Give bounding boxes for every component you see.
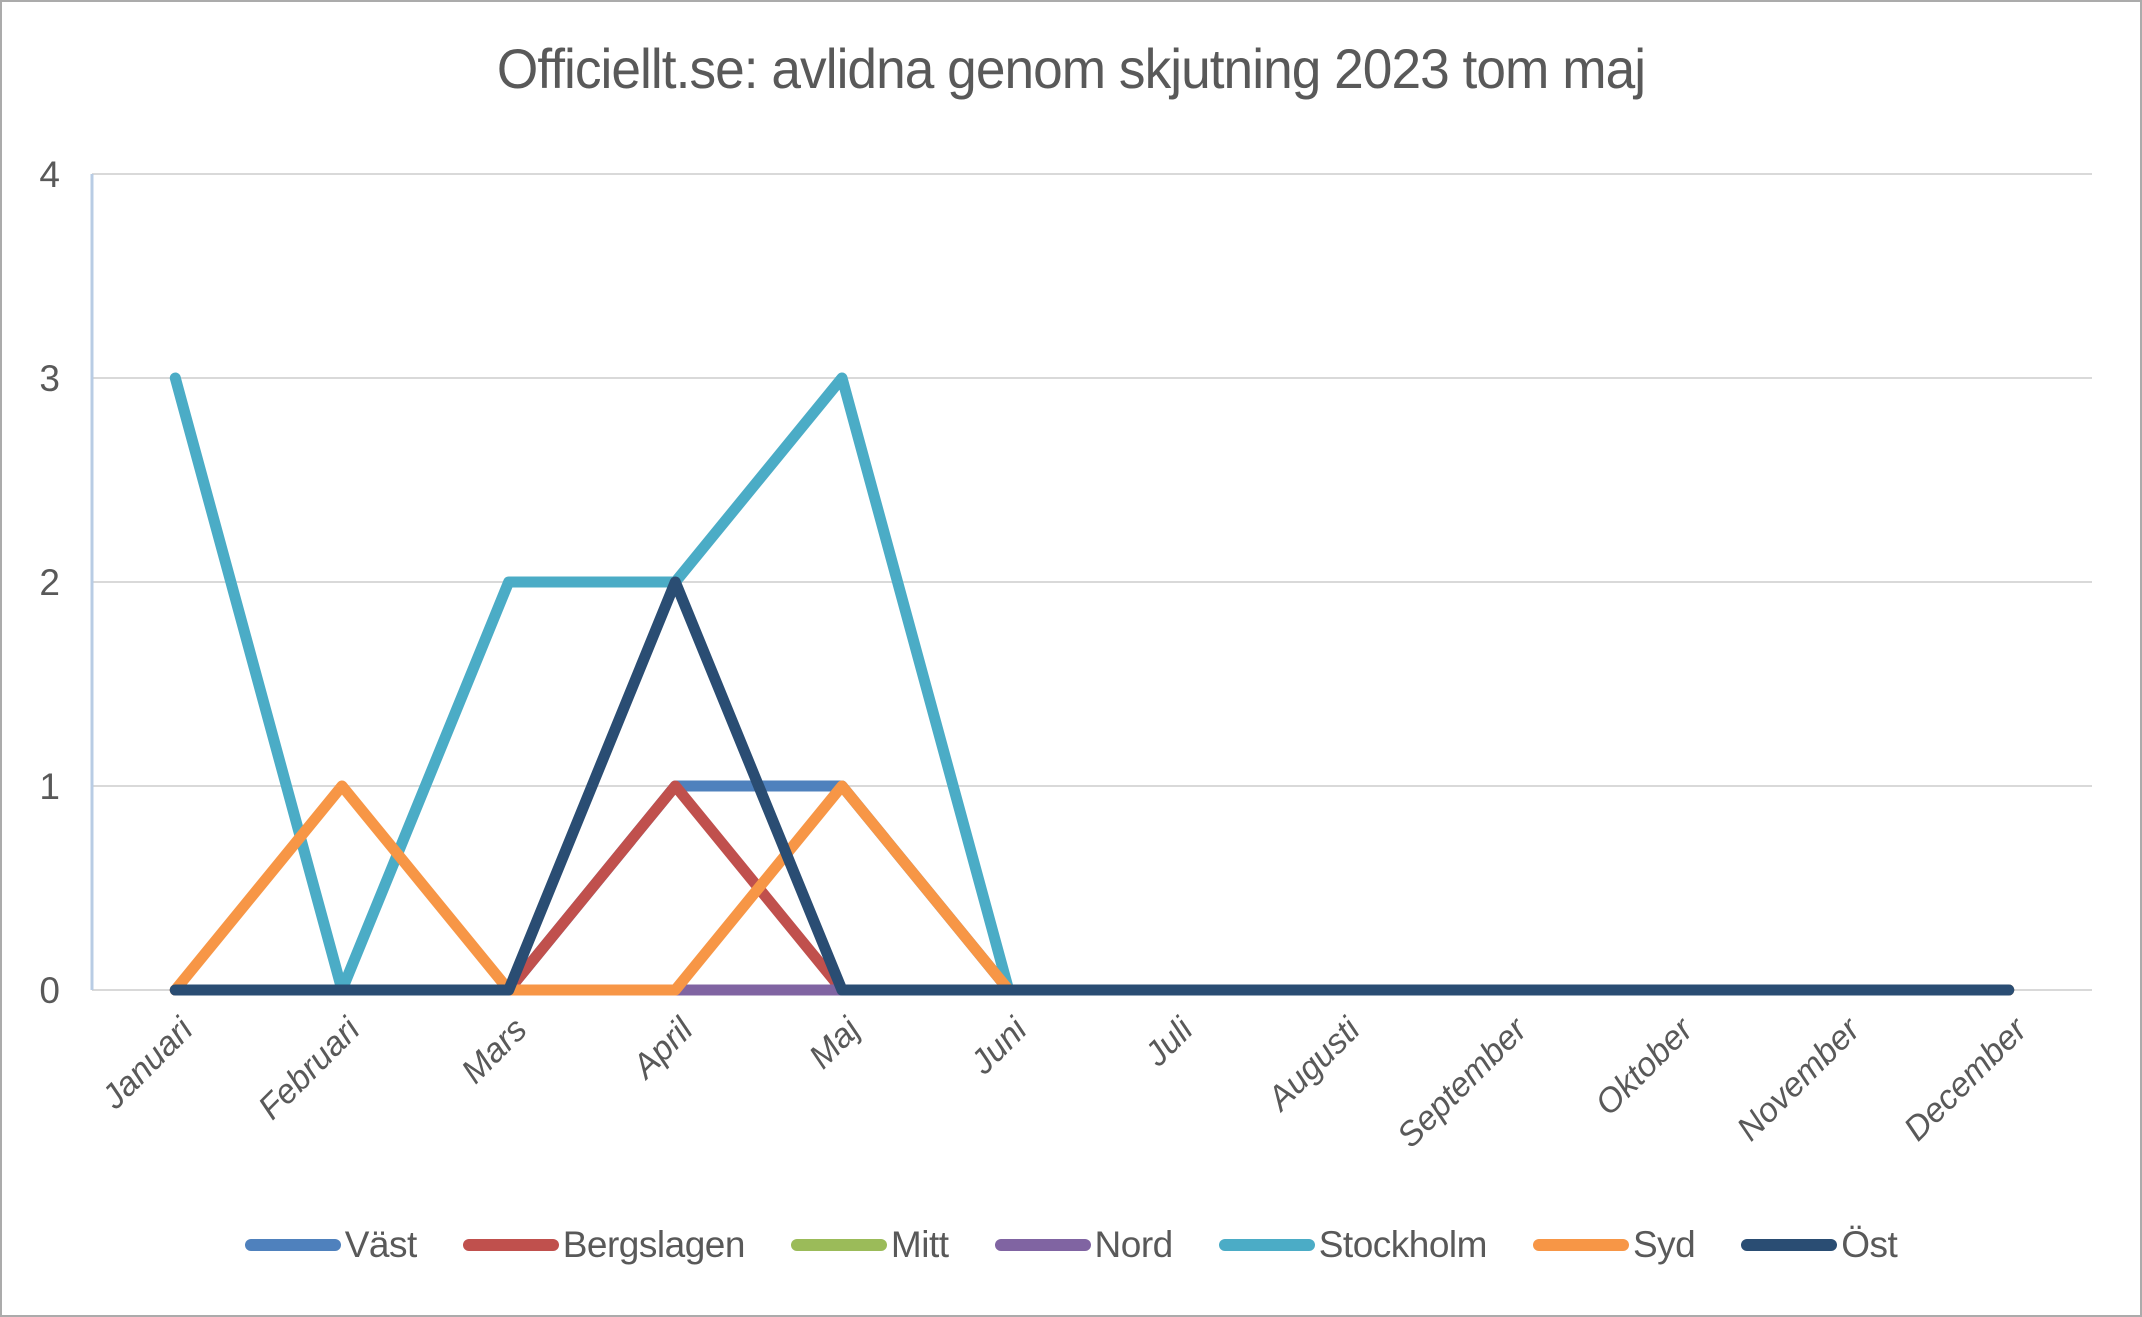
legend-item-mitt: Mitt xyxy=(790,1224,949,1266)
legend-swatch-öst xyxy=(1741,1239,1838,1251)
legend-swatch-väst xyxy=(244,1239,341,1251)
y-tick-label-2: 2 xyxy=(39,562,60,603)
chart-title: Officiellt.se: avlidna genom skjutning 2… xyxy=(496,37,1646,100)
legend-item-bergslagen: Bergslagen xyxy=(462,1224,746,1266)
legend-label-väst: Väst xyxy=(344,1224,418,1265)
legend-item-nord: Nord xyxy=(994,1224,1174,1266)
legend-swatch-syd xyxy=(1532,1239,1629,1251)
y-tick-label-1: 1 xyxy=(39,766,60,807)
legend-swatch-bergslagen xyxy=(462,1239,559,1251)
legend-item-syd: Syd xyxy=(1532,1224,1696,1266)
y-tick-label-4: 4 xyxy=(39,154,60,195)
legend-label-bergslagen: Bergslagen xyxy=(562,1224,746,1265)
legend-label-öst: Öst xyxy=(1841,1224,1898,1265)
y-tick-label-0: 0 xyxy=(39,970,60,1011)
legend: Väst Bergslagen Mitt Nord Stockholm Syd Öst xyxy=(2,1224,2140,1266)
series-line-bergslagen xyxy=(169,780,2015,996)
legend-label-nord: Nord xyxy=(1094,1224,1174,1265)
legend-label-syd: Syd xyxy=(1632,1224,1696,1265)
legend-item-väst: Väst xyxy=(244,1224,418,1266)
series-line-syd xyxy=(169,780,2015,996)
legend-item-öst: Öst xyxy=(1741,1224,1898,1266)
legend-label-stockholm: Stockholm xyxy=(1318,1224,1488,1265)
legend-label-mitt: Mitt xyxy=(890,1224,949,1265)
legend-swatch-mitt xyxy=(790,1239,887,1251)
series-line-väst xyxy=(169,780,2015,996)
legend-item-stockholm: Stockholm xyxy=(1218,1224,1488,1266)
series-line-öst xyxy=(169,576,2015,996)
series-line-stockholm xyxy=(169,372,2015,996)
legend-swatch-stockholm xyxy=(1218,1239,1315,1251)
y-tick-label-3: 3 xyxy=(39,358,60,399)
legend-swatch-nord xyxy=(994,1239,1091,1251)
